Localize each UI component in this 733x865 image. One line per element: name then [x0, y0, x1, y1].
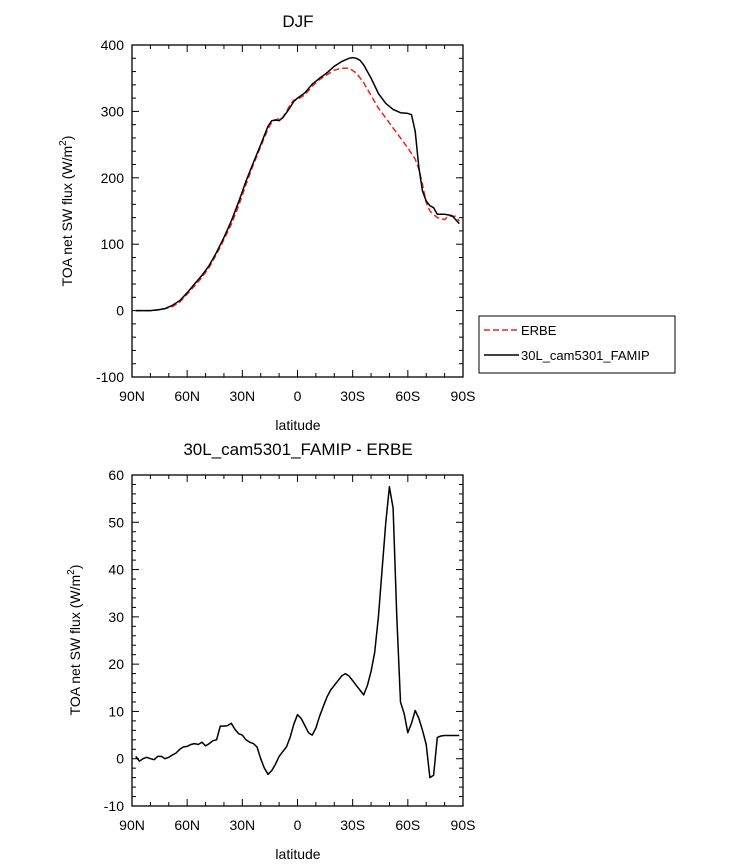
top-y-tick-label: 300 — [101, 103, 125, 119]
bottom-x-axis-label: latitude — [275, 846, 320, 862]
top-series-30l-cam5301-famip — [135, 56, 460, 312]
bottom-x-tick-label: 0 — [294, 817, 302, 833]
top-y-tick-label: 400 — [101, 37, 125, 53]
bottom-y-axis-label: TOA net SW flux (W/m2) — [66, 565, 83, 716]
top-chart-title: DJF — [282, 12, 313, 31]
top-y-tick-label: 0 — [116, 303, 124, 319]
top-plot-frame — [131, 44, 464, 378]
top-x-tick-label: 0 — [294, 388, 302, 404]
top-x-tick-label: 90S — [451, 388, 476, 404]
top-x-tick-label: 90N — [119, 388, 145, 404]
top-x-axis-label: latitude — [275, 417, 320, 433]
top-panel: DJF 90N 60N 30N 0 30S 60S 90S -100 0 100 200 300 400… — [58, 12, 475, 433]
bottom-y-tick-label: -10 — [104, 798, 124, 814]
bottom-x-tick-label: 60S — [395, 817, 420, 833]
bottom-x-tick-label: 60N — [174, 817, 200, 833]
legend-box — [478, 315, 676, 374]
top-series-erbe — [135, 67, 460, 312]
top-y-tick-label: 200 — [101, 170, 125, 186]
top-series-lines — [135, 56, 460, 312]
bottom-x-tick-label: 90N — [119, 817, 145, 833]
bottom-y-tick-label: 30 — [108, 609, 124, 625]
bottom-axes-ticks: 90N 60N 30N 0 30S 60S 90S -10 0 10 20 30 40 50 60 — [104, 467, 476, 833]
bottom-x-tick-label: 30N — [229, 817, 255, 833]
bottom-series-30l-cam5301-famip-erbe — [135, 486, 460, 779]
legend: ERBE 30L_cam5301_FAMIP — [478, 315, 676, 374]
bottom-series-lines — [135, 486, 460, 779]
bottom-y-tick-label: 0 — [116, 751, 124, 767]
top-y-tick-label: -100 — [96, 369, 124, 385]
bottom-plot-frame — [131, 474, 464, 807]
bottom-x-tick-label: 90S — [451, 817, 476, 833]
top-y-axis-label: TOA net SW flux (W/m2) — [58, 136, 75, 287]
top-x-tick-label: 60N — [174, 388, 200, 404]
bottom-panel: 30L_cam5301_FAMIP - ERBE 90N 60N 30N 0 30S 60… — [66, 440, 475, 862]
bottom-y-tick-label: 20 — [108, 656, 124, 672]
bottom-x-tick-label: 30S — [340, 817, 365, 833]
top-y-tick-label: 100 — [101, 236, 125, 252]
bottom-y-tick-label: 50 — [108, 514, 124, 530]
bottom-y-tick-label: 40 — [108, 562, 124, 578]
bottom-y-tick-label: 10 — [108, 703, 124, 719]
legend-label-erbe: ERBE — [521, 323, 557, 338]
top-x-tick-label: 60S — [395, 388, 420, 404]
top-x-tick-label: 30S — [340, 388, 365, 404]
top-axes-ticks: 90N 60N 30N 0 30S 60S 90S -100 0 100 200 300 400 — [96, 37, 475, 404]
bottom-chart-title: 30L_cam5301_FAMIP - ERBE — [183, 440, 412, 459]
top-x-tick-label: 30N — [229, 388, 255, 404]
legend-label-famip: 30L_cam5301_FAMIP — [521, 348, 650, 363]
bottom-y-tick-label: 60 — [108, 467, 124, 483]
